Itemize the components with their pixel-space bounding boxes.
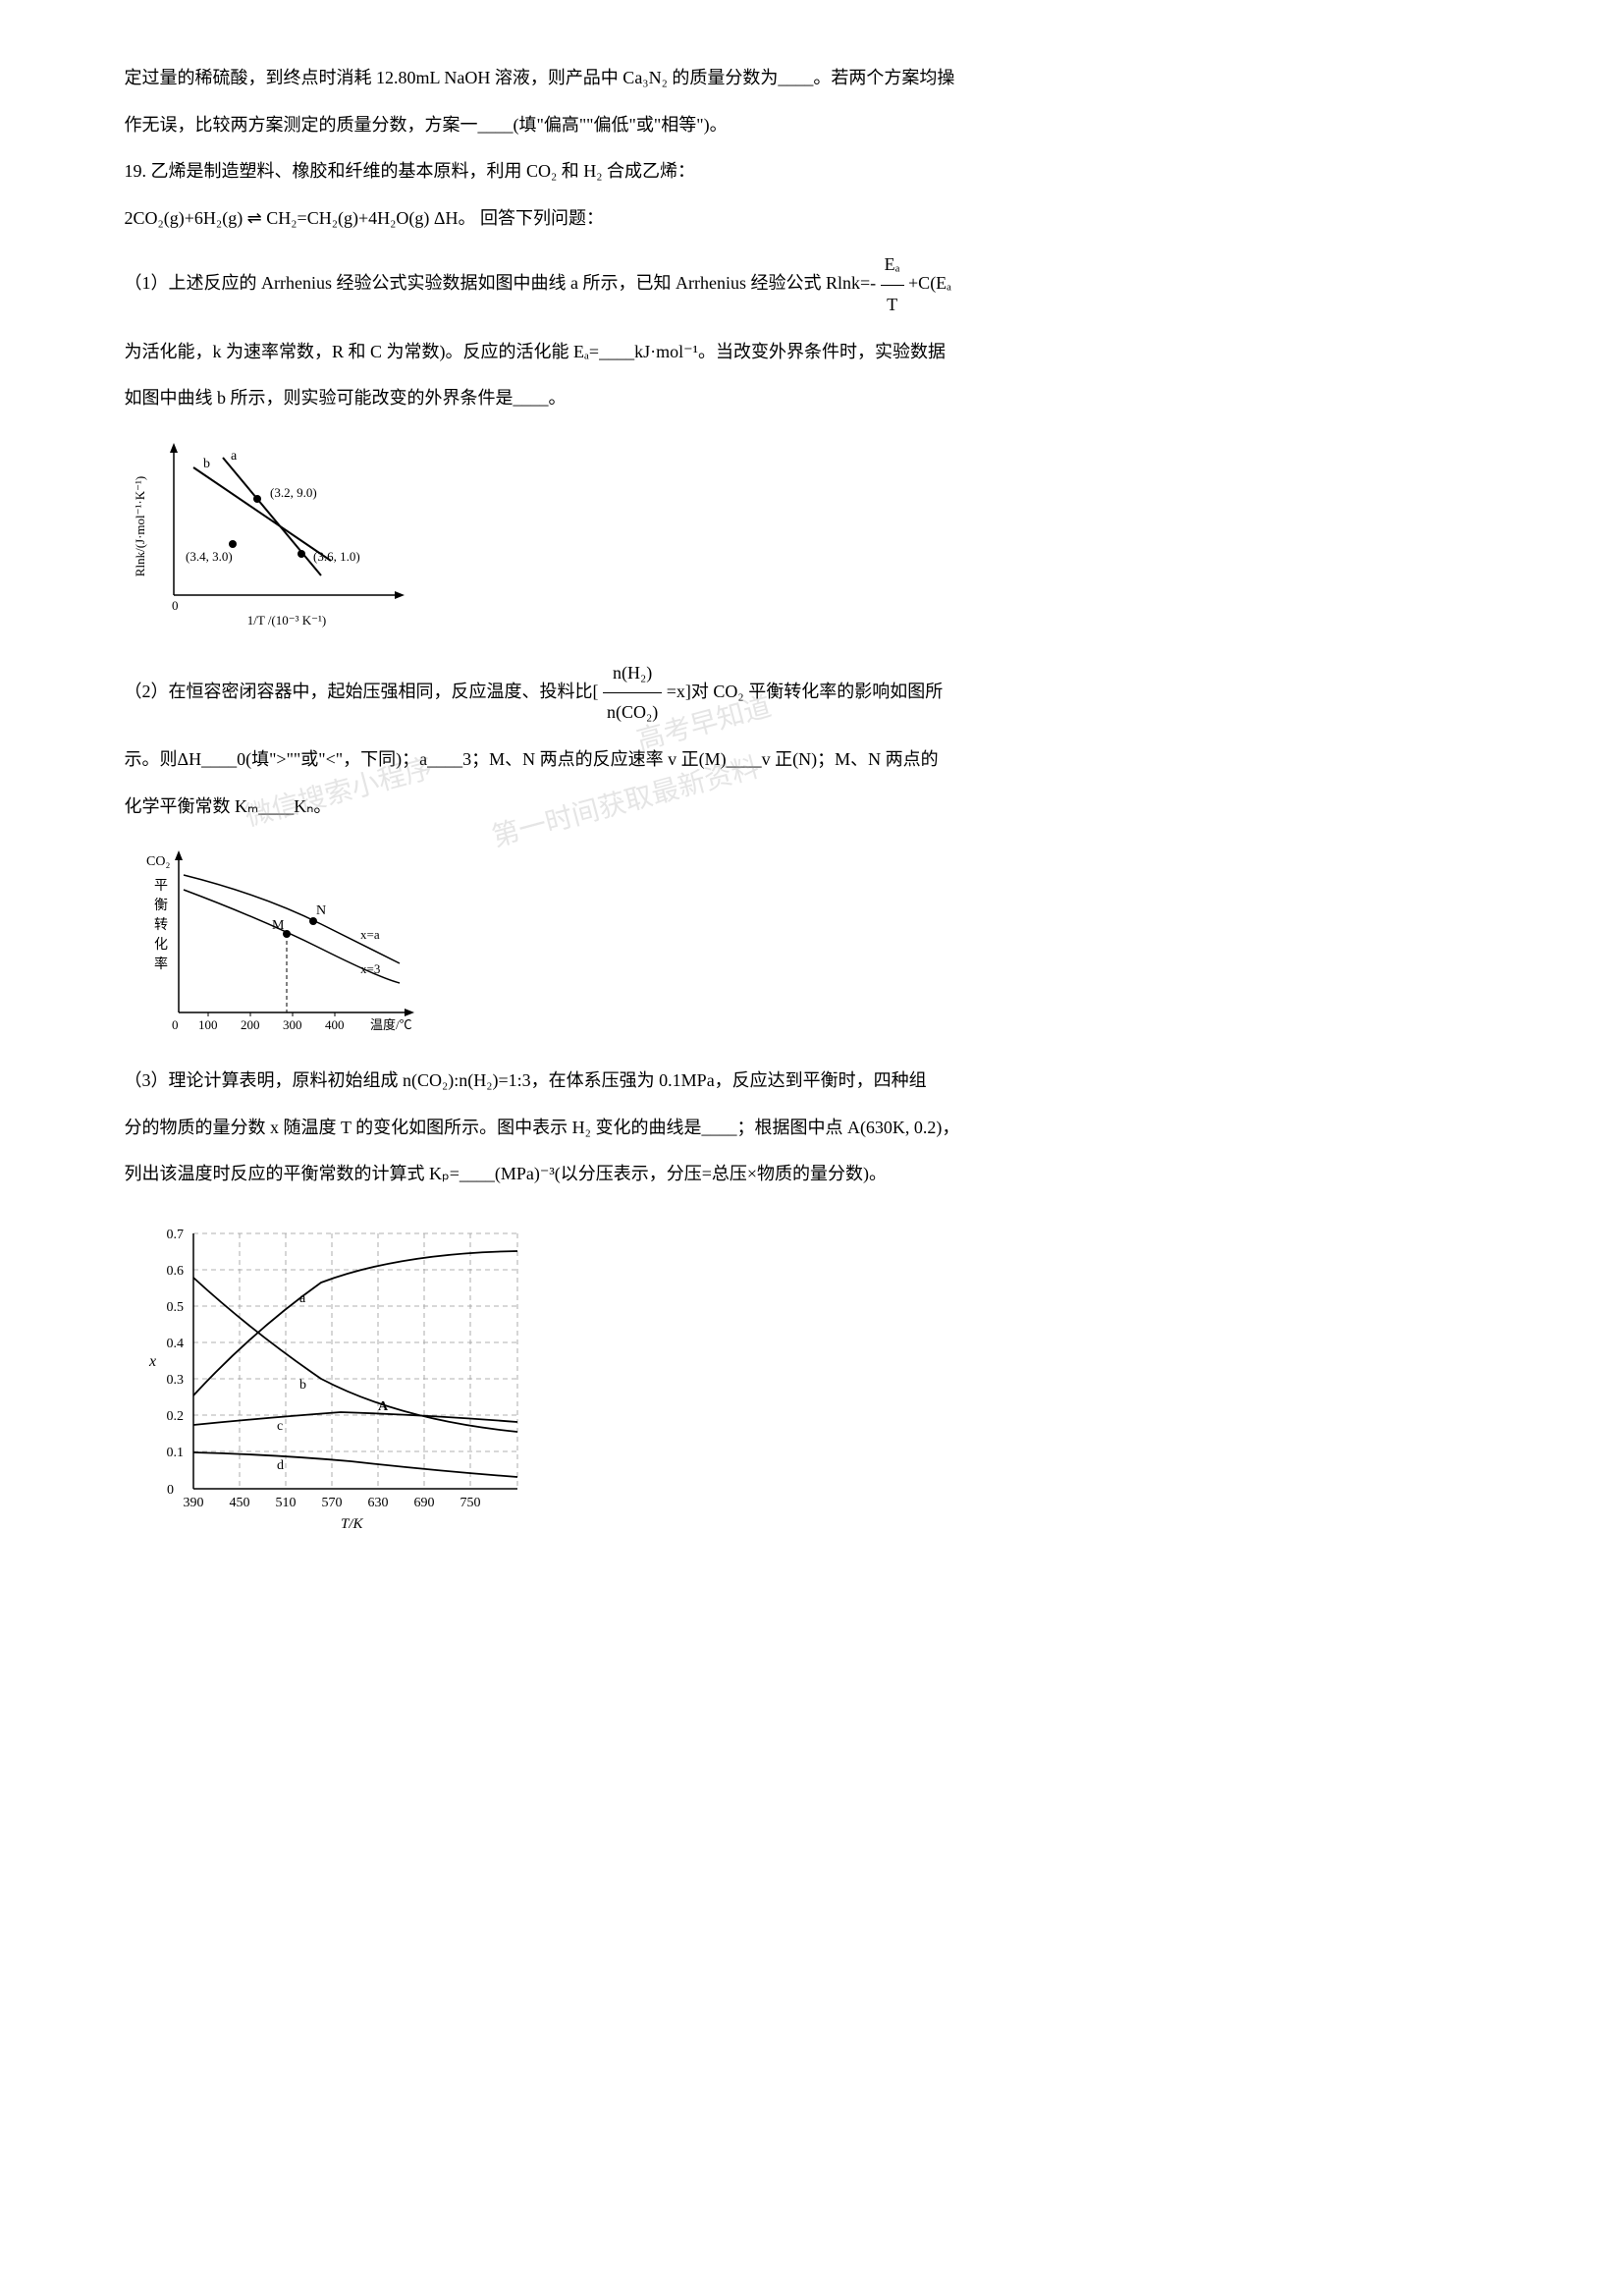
svg-text:0: 0 (172, 1017, 179, 1032)
svg-text:0.1: 0.1 (166, 1446, 184, 1460)
svg-text:570: 570 (321, 1496, 342, 1510)
q19-1b: +C(Eₐ (908, 274, 951, 294)
chart1-arrhenius: Rlnk/(J·mol⁻¹·K⁻¹) 1/T /(10⁻³ K⁻¹) a b (… (125, 428, 1499, 644)
q19-2a: （2）在恒容密闭容器中，起始压强相同，反应温度、投料比[ (125, 682, 599, 701)
svg-text:630: 630 (367, 1496, 388, 1510)
q19-1d: 如图中曲线 b 所示，则实验可能改变的外界条件是____。 (125, 379, 1499, 418)
molfraction-chart: 0 0.1 0.2 0.3 0.4 0.5 0.6 0.7 390 450 51… (125, 1204, 537, 1538)
chart2-conversion: CO₂ 平 衡 转 化 率 0 100 200 300 400 温度/℃ x=a… (125, 836, 1499, 1052)
chart3-molfraction: 0 0.1 0.2 0.3 0.4 0.5 0.6 0.7 390 450 51… (125, 1204, 1499, 1538)
chart2-pointN: N (316, 903, 326, 918)
q19-part1: （1）上述反应的 Arrhenius 经验公式实验数据如图中曲线 a 所示，已知… (125, 246, 1499, 324)
svg-text:0: 0 (167, 1483, 174, 1498)
chart2-xtick2: 200 (241, 1017, 260, 1032)
q19-2c: 示。则ΔH____0(填">""或"<"，下同)；a____3；M、N 两点的反… (125, 740, 1499, 780)
chart1-point1: (3.2, 9.0) (270, 485, 317, 500)
chart2-xlabel: 温度/℃ (370, 1017, 412, 1032)
fraction-ea: Eₐ T (881, 246, 904, 324)
arrhenius-chart: Rlnk/(J·mol⁻¹·K⁻¹) 1/T /(10⁻³ K⁻¹) a b (… (125, 428, 419, 644)
chart2-xtick3: 300 (283, 1017, 302, 1032)
svg-text:衡: 衡 (154, 898, 168, 913)
chart3-xlabel: T/K (341, 1516, 364, 1532)
chart3-curve-b: b (299, 1378, 306, 1393)
svg-text:转: 转 (154, 917, 168, 933)
chart2-curve-x3: x=3 (360, 961, 380, 976)
chart3-curve-c: c (277, 1419, 283, 1434)
chart3-pointA: A (378, 1399, 389, 1414)
chart1-ylabel: Rlnk/(J·mol⁻¹·K⁻¹) (133, 476, 147, 576)
svg-text:390: 390 (183, 1496, 203, 1510)
q19-1c: 为活化能，k 为速率常数，R 和 C 为常数)。反应的活化能 Eₐ=____kJ… (125, 333, 1499, 372)
q18-line2: 作无误，比较两方案测定的质量分数，方案一____(填"偏高""偏低"或"相等")… (125, 106, 1499, 145)
conversion-chart: CO₂ 平 衡 转 化 率 0 100 200 300 400 温度/℃ x=a… (125, 836, 439, 1052)
chart3-curve-d: d (277, 1458, 284, 1473)
chart1-curve-b: b (203, 457, 210, 471)
svg-text:510: 510 (275, 1496, 296, 1510)
svg-text:750: 750 (460, 1496, 480, 1510)
chart3-ylabel: x (148, 1353, 156, 1370)
chart2-pointM: M (272, 918, 285, 933)
svg-text:率: 率 (154, 956, 168, 972)
svg-text:0.6: 0.6 (166, 1264, 184, 1279)
svg-text:0.5: 0.5 (166, 1300, 184, 1315)
svg-text:0.3: 0.3 (166, 1373, 184, 1388)
q19-1a: （1）上述反应的 Arrhenius 经验公式实验数据如图中曲线 a 所示，已知… (125, 274, 877, 294)
fraction-ratio: n(H₂) n(CO₂) (603, 654, 662, 733)
chart1-point3: (3.6, 1.0) (313, 549, 360, 564)
svg-text:0.4: 0.4 (166, 1337, 184, 1351)
q19-intro: 19. 乙烯是制造塑料、橡胶和纤维的基本原料，利用 CO₂ 和 H₂ 合成乙烯： (125, 152, 1499, 191)
chart2-curve-xa: x=a (360, 927, 380, 942)
chart2-xtick1: 100 (198, 1017, 218, 1032)
chart2-ylabel2-1: 平 (154, 879, 168, 894)
svg-text:0.7: 0.7 (166, 1228, 184, 1242)
svg-text:450: 450 (229, 1496, 249, 1510)
chart1-xlabel: 1/T /(10⁻³ K⁻¹) (246, 613, 326, 628)
svg-text:0.2: 0.2 (166, 1409, 184, 1424)
svg-text:690: 690 (413, 1496, 434, 1510)
svg-text:0: 0 (172, 598, 179, 613)
q19-3a: （3）理论计算表明，原料初始组成 n(CO₂):n(H₂)=1:3，在体系压强为… (125, 1062, 1499, 1101)
q19-equation: 2CO₂(g)+6H₂(g) ⇌ CH₂=CH₂(g)+4H₂O(g) ΔH。 … (125, 199, 1499, 239)
q19-2d: 化学平衡常数 Kₘ____Kₙ。 (125, 788, 1499, 827)
chart2-ylabel1: CO₂ (146, 854, 170, 869)
chart1-point2: (3.4, 3.0) (186, 549, 233, 564)
q19-3b: 分的物质的量分数 x 随温度 T 的变化如图所示。图中表示 H₂ 变化的曲线是_… (125, 1109, 1499, 1148)
svg-text:化: 化 (154, 937, 168, 953)
chart2-xtick4: 400 (325, 1017, 345, 1032)
q18-line1: 定过量的稀硫酸，到终点时消耗 12.80mL NaOH 溶液，则产品中 Ca₃N… (125, 59, 1499, 98)
q19-2b: =x]对 CO₂ 平衡转化率的影响如图所 (667, 682, 943, 701)
q19-3c: 列出该温度时反应的平衡常数的计算式 Kₚ=____(MPa)⁻³(以分压表示，分… (125, 1155, 1499, 1194)
q19-part2: （2）在恒容密闭容器中，起始压强相同，反应温度、投料比[ n(H₂) n(CO₂… (125, 654, 1499, 733)
chart3-curve-a: a (299, 1291, 306, 1306)
chart1-curve-a: a (231, 449, 238, 464)
